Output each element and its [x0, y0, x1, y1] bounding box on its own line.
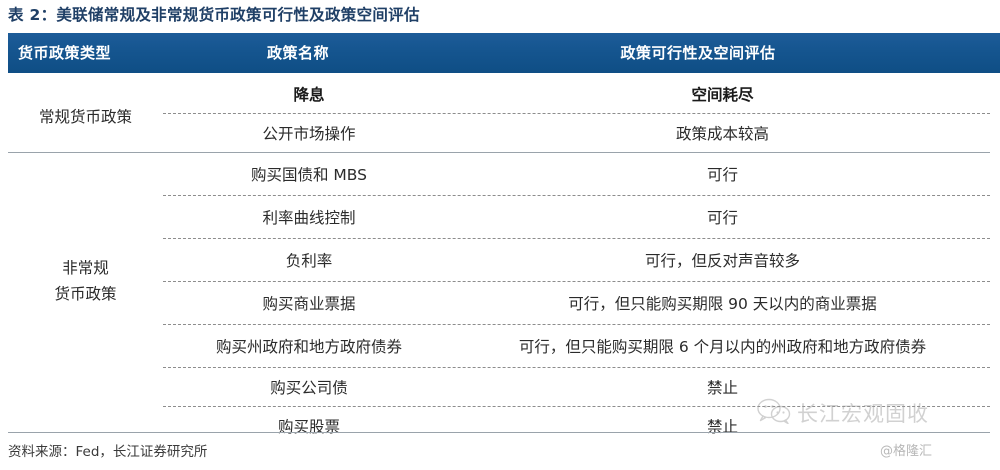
table-body: 常规货币政策 降息 空间耗尽 公开市场操作 政策成本较高 非常规 货币政策 购买… [0, 75, 1000, 436]
cell-assessment: 可行，但只能购买期限 90 天以内的商业票据 [568, 294, 877, 313]
row-separator-dashed [163, 324, 990, 325]
table-row: 购买公司债 禁止 [0, 367, 1000, 406]
row-separator-dashed [163, 113, 990, 114]
table-header-row: 货币政策类型 政策名称 政策可行性及空间评估 [8, 33, 1000, 73]
cell-assessment: 禁止 [706, 418, 738, 436]
column-header-assessment: 政策可行性及空间评估 [620, 44, 776, 62]
cell-policy-name: 购买州政府和地方政府债券 [215, 337, 402, 356]
footer-rule [8, 432, 990, 433]
group-separator-solid [8, 152, 990, 153]
cell-policy-name: 负利率 [285, 251, 333, 270]
cell-policy-name: 购买公司债 [270, 378, 348, 397]
cell-assessment: 可行，但反对声音较多 [644, 251, 800, 270]
cell-assessment: 政策成本较高 [675, 124, 769, 143]
source-note: 资料来源：Fed，长江证券研究所 [8, 444, 208, 460]
cell-assessment: 禁止 [706, 378, 738, 397]
column-header-policy-name: 政策名称 [266, 44, 329, 62]
table-row: 购买股票 禁止 [0, 406, 1000, 446]
row-separator-dashed [163, 406, 990, 407]
cell-policy-name: 购买商业票据 [262, 294, 356, 313]
column-header-policy-type: 货币政策类型 [18, 44, 112, 62]
cell-policy-name: 公开市场操作 [262, 124, 356, 143]
table-row: 利率曲线控制 可行 [0, 195, 1000, 238]
cell-policy-name: 利率曲线控制 [262, 208, 356, 227]
group-label-conventional: 常规货币政策 [8, 104, 163, 130]
row-separator-dashed [163, 238, 990, 239]
table-row: 公开市场操作 政策成本较高 [0, 113, 1000, 152]
group-label-unconventional-line2: 货币政策 [54, 285, 117, 303]
cell-assessment: 可行 [706, 208, 738, 227]
row-separator-dashed [163, 281, 990, 282]
group-label-conventional-line1: 常规货币政策 [38, 108, 132, 126]
group-label-unconventional: 非常规 货币政策 [8, 255, 163, 307]
table-row: 购买商业票据 可行，但只能购买期限 90 天以内的商业票据 [0, 281, 1000, 324]
cell-assessment: 可行，但只能购买期限 6 个月以内的州政府和地方政府债券 [518, 337, 927, 356]
table-row: 负利率 可行，但反对声音较多 [0, 238, 1000, 281]
cell-policy-name: 购买股票 [277, 418, 340, 436]
cell-assessment: 空间耗尽 [691, 86, 754, 104]
cell-assessment: 可行 [706, 165, 738, 184]
cell-policy-name: 降息 [293, 86, 325, 104]
figure-title: 表 2：美联储常规及非常规货币政策可行性及政策空间评估 [8, 6, 420, 24]
table-row: 降息 空间耗尽 [0, 75, 1000, 113]
row-separator-dashed [163, 367, 990, 368]
group-label-unconventional-line1: 非常规 [62, 259, 109, 277]
cell-policy-name: 购买国债和 MBS [250, 165, 367, 184]
row-separator-dashed [163, 195, 990, 196]
table-row: 购买国债和 MBS 可行 [0, 152, 1000, 195]
table-row: 购买州政府和地方政府债券 可行，但只能购买期限 6 个月以内的州政府和地方政府债… [0, 324, 1000, 367]
